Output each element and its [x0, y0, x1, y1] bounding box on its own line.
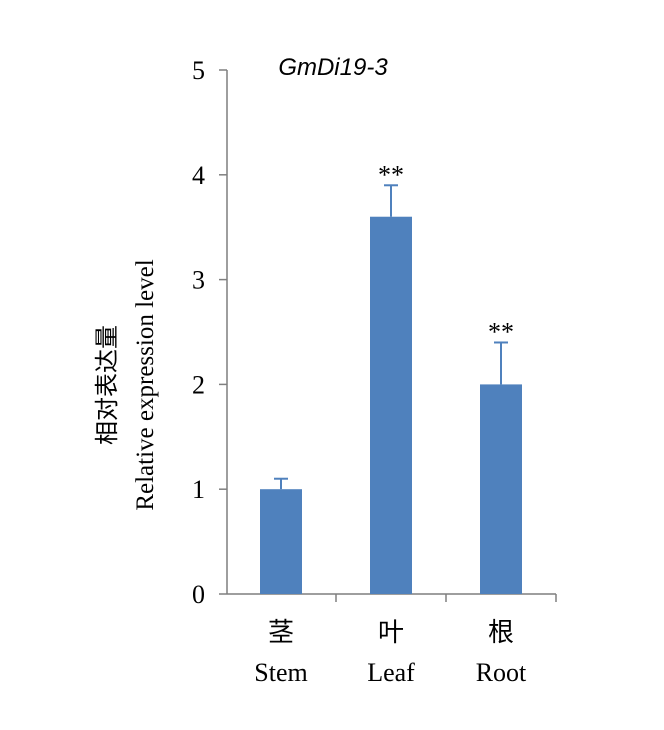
- significance-label: **: [378, 160, 404, 189]
- significance-label: **: [488, 317, 514, 346]
- x-tick-label-cn: 叶: [378, 618, 404, 648]
- x-tick-label-cn: 茎: [268, 618, 294, 648]
- chart-title: GmDi19-3: [278, 54, 388, 81]
- bar: [480, 384, 522, 594]
- x-tick-label-cn: 根: [488, 618, 514, 648]
- plot-area: 0 1 2 3 4 5 茎 Stem ** 叶 Leaf ** 根 Root: [192, 56, 557, 687]
- y-axis-label: 相对表达量 Relative expression level: [93, 259, 159, 510]
- bar: [260, 489, 302, 594]
- y-tick-label: 1: [192, 475, 205, 504]
- bar: [370, 216, 412, 594]
- x-tick-label-en: Root: [476, 658, 527, 687]
- y-tick-label: 5: [192, 56, 205, 85]
- y-tick-label: 2: [192, 370, 205, 399]
- x-tick-label-en: Stem: [254, 658, 307, 687]
- y-axis-label-cn: 相对表达量: [93, 325, 121, 445]
- x-tick-label-en: Leaf: [367, 658, 415, 687]
- y-axis-label-en: Relative expression level: [132, 259, 159, 510]
- y-tick-label: 3: [192, 266, 205, 295]
- y-tick-label: 4: [192, 161, 205, 190]
- y-tick-label: 0: [192, 580, 205, 609]
